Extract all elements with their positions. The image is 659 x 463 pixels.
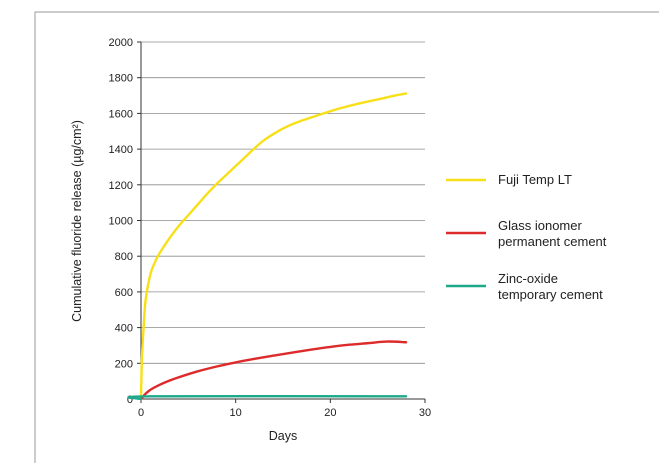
legend-label: Glass ionomer <box>498 218 582 233</box>
series-line-3 <box>127 394 408 401</box>
x-tick-label: 0 <box>138 407 144 419</box>
plot-area: 0 200 400 600 800 1000 1200 1400 1600 1800 2000 0 10… <box>109 37 432 419</box>
y-tick-label: 0 <box>127 394 133 406</box>
x-tick-label: 10 <box>230 407 242 419</box>
y-tick-label: 600 <box>115 287 133 299</box>
y-tick-label: 1800 <box>109 73 133 85</box>
y-axis-title: Cumulative fluoride release (µg/cm²) <box>70 120 84 322</box>
legend-label: Fuji Temp LT <box>498 172 572 187</box>
y-tick-label: 2000 <box>109 37 133 49</box>
series-line-1 <box>139 92 408 401</box>
x-tick-label: 20 <box>324 407 336 419</box>
y-tick-label: 1000 <box>109 216 133 228</box>
y-tick-label: 400 <box>115 323 133 335</box>
y-tick-label: 1400 <box>109 144 133 156</box>
y-tick-label: 1200 <box>109 180 133 192</box>
x-tick-label: 30 <box>419 407 431 419</box>
series-line-2 <box>139 340 408 401</box>
y-tick-label: 1600 <box>109 108 133 120</box>
legend-entry-1: Fuji Temp LT <box>446 172 572 187</box>
legend-label: Zinc-oxide <box>498 271 558 286</box>
legend-label: permanent cement <box>498 234 607 249</box>
x-axis-title: Days <box>269 429 297 443</box>
y-tick-label: 800 <box>115 251 133 263</box>
y-tick-label: 200 <box>115 358 133 370</box>
legend-label: temporary cement <box>498 287 603 302</box>
